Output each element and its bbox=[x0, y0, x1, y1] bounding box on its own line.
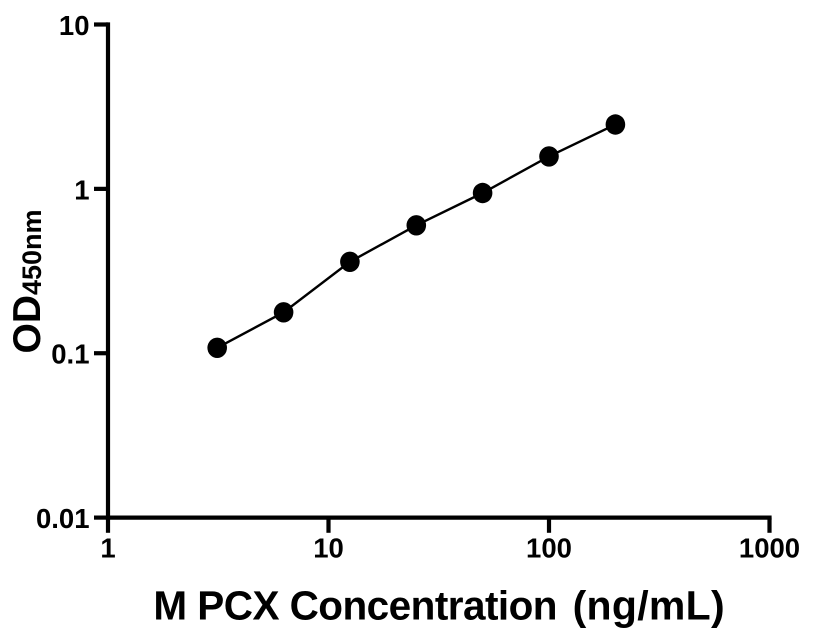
svg-text:1: 1 bbox=[100, 533, 115, 564]
svg-text:10: 10 bbox=[59, 10, 90, 41]
svg-text:1000: 1000 bbox=[739, 533, 800, 564]
svg-text:0.1: 0.1 bbox=[51, 339, 89, 370]
svg-text:0.01: 0.01 bbox=[36, 503, 90, 534]
svg-text:100: 100 bbox=[526, 533, 572, 564]
svg-text:(ng/mL): (ng/mL) bbox=[573, 583, 725, 629]
svg-text:1: 1 bbox=[74, 174, 89, 205]
svg-text:10: 10 bbox=[313, 533, 344, 564]
svg-text:M PCX Concentration: M PCX Concentration bbox=[153, 583, 557, 629]
